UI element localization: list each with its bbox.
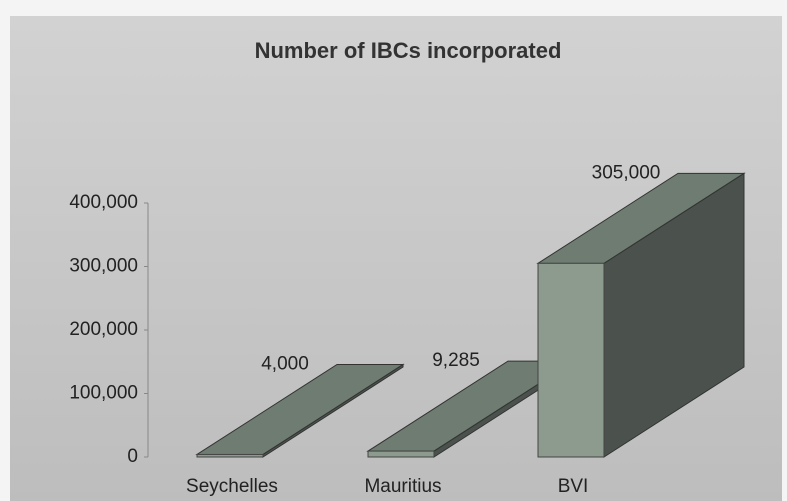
x-tick-label: BVI (558, 476, 589, 497)
data-label: 9,285 (432, 350, 480, 371)
data-label: 305,000 (592, 162, 661, 183)
y-tick-label: 300,000 (69, 256, 138, 277)
bar-front (537, 262, 605, 458)
bar (195, 363, 405, 458)
y-tick-label: 100,000 (69, 383, 138, 404)
x-tick-label: Mauritius (364, 476, 441, 497)
y-tick-label: 400,000 (69, 192, 138, 213)
x-tick-label: Seychelles (186, 476, 278, 497)
chart-title: Number of IBCs incorporated (255, 38, 562, 63)
data-label: 4,000 (261, 353, 309, 374)
bar-front (196, 453, 264, 458)
y-tick-label: 200,000 (69, 319, 138, 340)
bar (536, 172, 746, 458)
bar-front (367, 450, 435, 458)
y-tick-label: 0 (127, 446, 138, 467)
